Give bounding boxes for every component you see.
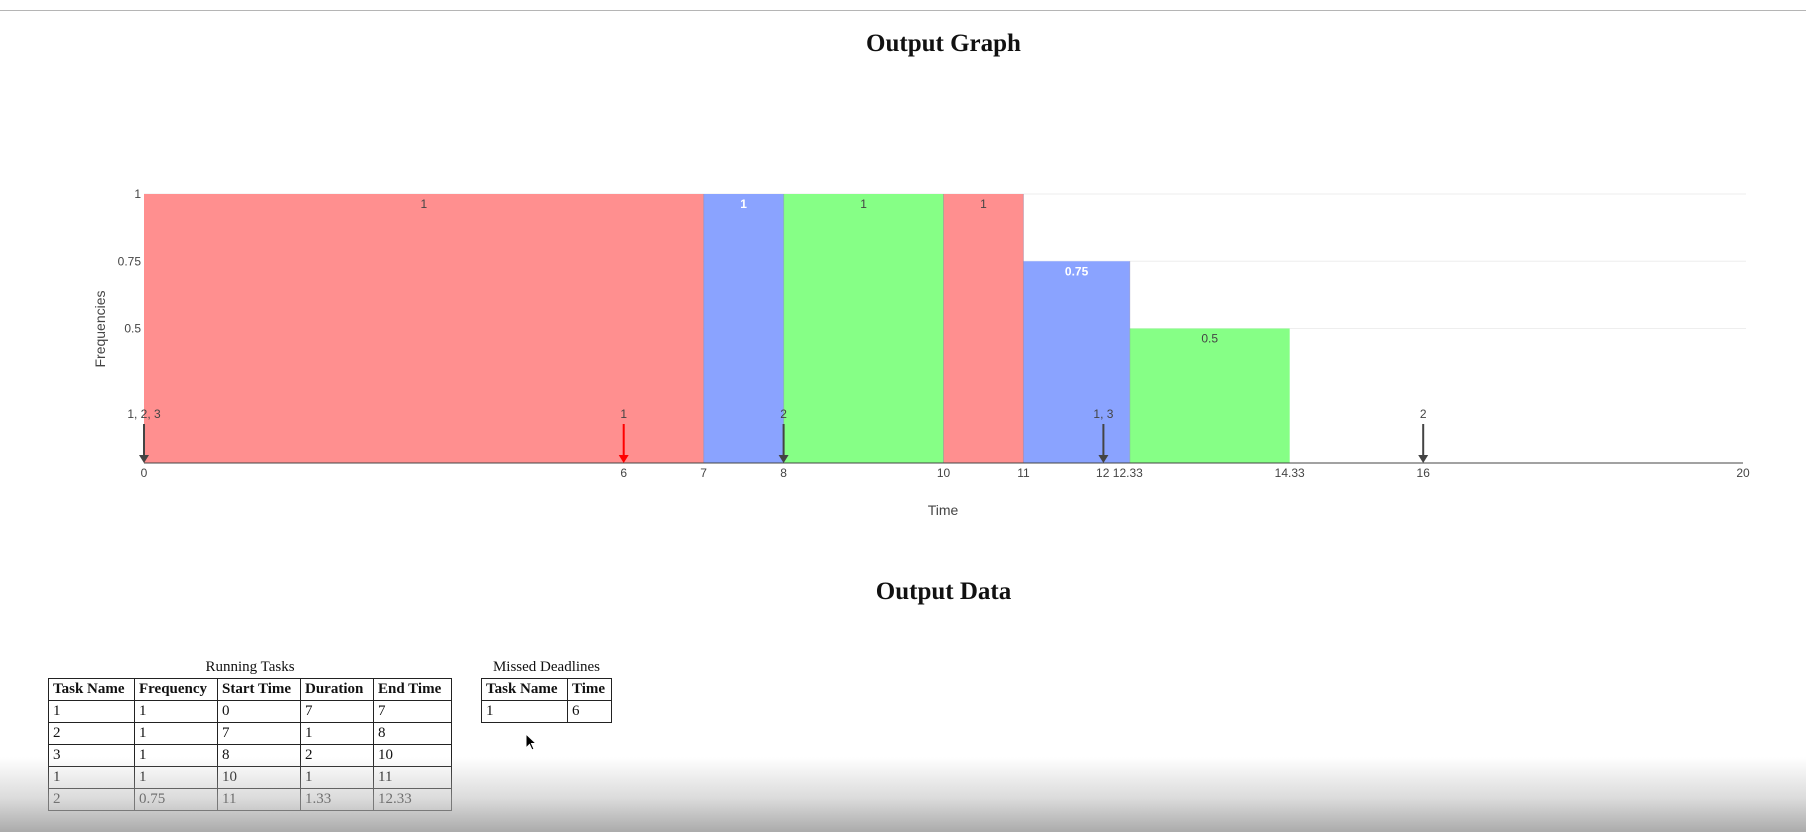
bar-label-4: 1 bbox=[980, 197, 987, 211]
running-tasks-cell: 1 bbox=[48, 700, 135, 723]
running-tasks-cell: 11 bbox=[217, 788, 301, 811]
x-tick-label: 0 bbox=[141, 466, 148, 480]
bar-segment-6 bbox=[1129, 328, 1290, 463]
x-tick-label: 8 bbox=[780, 466, 787, 480]
running-tasks-cell: 8 bbox=[373, 722, 452, 745]
bar-label-6: 0.5 bbox=[1201, 332, 1218, 346]
running-tasks-cell: 1 bbox=[300, 722, 374, 745]
running-tasks-cell: 8 bbox=[217, 744, 301, 767]
x-tick-label: 11 bbox=[1017, 466, 1030, 480]
running-tasks-cell: 11 bbox=[373, 766, 452, 789]
missed-deadlines-header-cell: Task Name bbox=[481, 678, 568, 701]
output-graph-heading: Output Graph bbox=[866, 30, 1021, 57]
running-tasks-header-cell: Frequency bbox=[134, 678, 218, 701]
running-tasks-cell: 1 bbox=[134, 722, 218, 745]
x-tick-label: 16 bbox=[1417, 466, 1431, 480]
running-tasks-cell: 2 bbox=[48, 788, 135, 811]
missed-deadlines-cell: 1 bbox=[481, 700, 568, 723]
running-tasks-cell: 10 bbox=[217, 766, 301, 789]
missed-deadlines-header-row: Task Name Time bbox=[481, 678, 612, 701]
x-tick-label: 12 bbox=[1096, 466, 1110, 480]
running-tasks-cell: 0.75 bbox=[134, 788, 218, 811]
running-tasks-cell: 0 bbox=[217, 700, 301, 723]
missed-deadlines-caption: Missed Deadlines bbox=[492, 659, 601, 675]
running-tasks-row: 3 1 8 2 10 bbox=[48, 744, 452, 767]
running-tasks-cell: 1 bbox=[134, 744, 218, 767]
x-tick-label: 6 bbox=[620, 466, 627, 480]
arrival-arrowhead-4 bbox=[1098, 455, 1109, 463]
missed-deadlines-cell: 6 bbox=[567, 700, 612, 723]
arrival-arrowhead-5 bbox=[1418, 455, 1429, 463]
running-tasks-cell: 1 bbox=[48, 766, 135, 789]
bar-label-2: 1 bbox=[740, 197, 747, 211]
running-tasks-panel: Running Tasks Task Name Frequency Start Ti… bbox=[48, 659, 452, 811]
arrival-label-5: 2 bbox=[1420, 407, 1427, 421]
x-axis-title: Time bbox=[928, 502, 959, 518]
running-tasks-cell: 1.33 bbox=[300, 788, 374, 811]
running-tasks-cell: 7 bbox=[373, 700, 452, 723]
running-tasks-row: 1 1 10 1 11 bbox=[48, 766, 452, 789]
x-tick-label: 14.33 bbox=[1275, 466, 1305, 480]
bar-segment-2 bbox=[703, 194, 784, 463]
running-tasks-header-cell: Task Name bbox=[48, 678, 135, 701]
bar-segment-1 bbox=[144, 194, 704, 463]
running-tasks-cell: 3 bbox=[48, 744, 135, 767]
running-tasks-row: 2 0.75 11 1.33 12.33 bbox=[48, 788, 452, 811]
bar-label-3: 1 bbox=[860, 197, 867, 211]
missed-deadlines-header-cell: Time bbox=[567, 678, 612, 701]
x-tick-label: 7 bbox=[700, 466, 707, 480]
y-tick-label: 0.5 bbox=[124, 322, 141, 336]
running-tasks-cell: 1 bbox=[134, 766, 218, 789]
running-tasks-cell: 10 bbox=[373, 744, 452, 767]
running-tasks-header-cell: End Time bbox=[373, 678, 452, 701]
running-tasks-table: Task Name Frequency Start Time Duration End … bbox=[48, 678, 452, 811]
bar-segment-5 bbox=[1023, 261, 1130, 463]
x-tick-label: 20 bbox=[1736, 466, 1750, 480]
bar-segment-4 bbox=[943, 194, 1024, 463]
running-tasks-cell: 1 bbox=[134, 700, 218, 723]
x-tick-label: 10 bbox=[937, 466, 951, 480]
running-tasks-cell: 2 bbox=[300, 744, 374, 767]
arrival-arrowhead-1 bbox=[139, 455, 149, 463]
y-axis-title: Frequencies bbox=[92, 290, 108, 367]
y-tick-label: 0.75 bbox=[118, 254, 142, 268]
running-tasks-header-cell: Duration bbox=[300, 678, 374, 701]
running-tasks-cell: 7 bbox=[300, 700, 374, 723]
running-tasks-header-row: Task Name Frequency Start Time Duration End … bbox=[48, 678, 452, 701]
top-divider bbox=[0, 10, 1806, 11]
arrival-arrowhead-3 bbox=[778, 455, 789, 463]
bar-label-5: 0.75 bbox=[1065, 264, 1089, 278]
arrival-label-2: 1 bbox=[620, 407, 627, 421]
arrival-arrowhead-2 bbox=[618, 455, 629, 463]
output-graph-chart: 1 1 1 10.750.510.750.50 6 7 8 10 11 12 12.33 14.33 1… bbox=[92, 187, 1750, 518]
bar-label-1: 1 bbox=[420, 197, 427, 211]
arrival-label-1: 1, 2, 3 bbox=[127, 407, 161, 421]
output-data-heading: Output Data bbox=[875, 578, 1012, 605]
running-tasks-cell: 7 bbox=[217, 722, 301, 745]
running-tasks-cell: 2 bbox=[48, 722, 135, 745]
running-tasks-header-cell: Start Time bbox=[217, 678, 301, 701]
running-tasks-cell: 12.33 bbox=[373, 788, 452, 811]
x-tick-label: 12.33 bbox=[1113, 466, 1143, 480]
running-tasks-caption: Running Tasks bbox=[205, 659, 295, 675]
y-tick-label: 1 bbox=[134, 187, 141, 201]
bar-segment-3 bbox=[783, 194, 944, 463]
arrival-label-4: 1, 3 bbox=[1093, 407, 1113, 421]
mouse-cursor-icon bbox=[525, 733, 538, 751]
running-tasks-cell: 1 bbox=[300, 766, 374, 789]
arrival-label-3: 2 bbox=[780, 407, 787, 421]
